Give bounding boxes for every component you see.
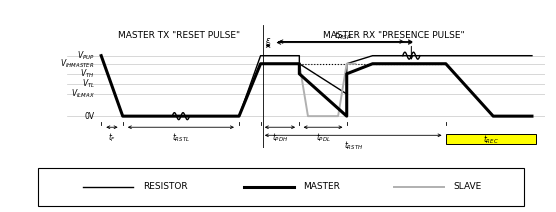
- Text: $t_{REC}$: $t_{REC}$: [483, 133, 499, 146]
- Text: $V_{TL}$: $V_{TL}$: [82, 78, 95, 90]
- FancyBboxPatch shape: [38, 168, 524, 206]
- FancyBboxPatch shape: [446, 134, 537, 144]
- Text: $V_{IHMASTER}$: $V_{IHMASTER}$: [61, 57, 95, 70]
- Text: $t_{PDL}$: $t_{PDL}$: [316, 131, 330, 144]
- Text: MASTER RX "PRESENCE PULSE": MASTER RX "PRESENCE PULSE": [323, 31, 465, 40]
- Text: $V_{PUP}$: $V_{PUP}$: [77, 49, 95, 62]
- Text: MASTER TX "RESET PULSE": MASTER TX "RESET PULSE": [118, 31, 240, 40]
- Text: $\varepsilon$: $\varepsilon$: [265, 36, 271, 45]
- Text: $t_{MSP}$: $t_{MSP}$: [334, 29, 351, 42]
- Text: $V_{TH}$: $V_{TH}$: [81, 68, 95, 80]
- Text: $t_{RSTL}$: $t_{RSTL}$: [172, 131, 190, 144]
- Text: $V_{ILMAX}$: $V_{ILMAX}$: [71, 88, 95, 100]
- Text: SLAVE: SLAVE: [454, 182, 482, 191]
- Text: $t_{PDH}$: $t_{PDH}$: [272, 131, 288, 144]
- Text: 0V: 0V: [85, 112, 95, 121]
- Text: MASTER: MASTER: [304, 182, 340, 191]
- Text: RESISTOR: RESISTOR: [143, 182, 188, 191]
- Text: $t_{RSTH}$: $t_{RSTH}$: [344, 139, 363, 152]
- Text: $t_F$: $t_F$: [108, 131, 116, 144]
